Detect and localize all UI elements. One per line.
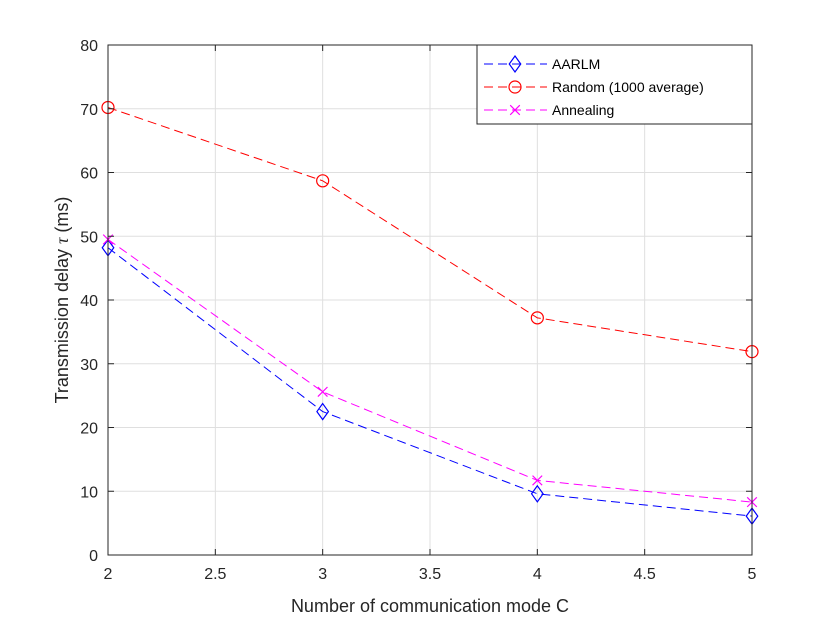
legend-box xyxy=(476,44,753,125)
diamond-marker xyxy=(530,484,544,503)
y-tick-label: 60 xyxy=(80,166,98,183)
y-tick-label: 80 xyxy=(80,38,98,55)
circle-marker xyxy=(316,174,330,188)
y-tick-label: 20 xyxy=(80,421,98,438)
legend-entry: Annealing xyxy=(484,102,614,118)
diamond-marker xyxy=(316,402,330,421)
circle-marker xyxy=(530,311,544,325)
y-tick-label: 50 xyxy=(80,229,98,246)
x-axis-title: Number of communication mode C xyxy=(291,596,569,616)
x-tick-label: 4 xyxy=(533,566,542,583)
x-tick-label: 5 xyxy=(748,566,757,583)
x-tick-label: 2 xyxy=(104,566,113,583)
x-tick-label: 4.5 xyxy=(634,566,656,583)
y-axis-title-prefix: Transmission delay xyxy=(52,244,72,403)
series-annealing xyxy=(102,234,758,508)
series-line xyxy=(107,107,753,353)
x-marker xyxy=(509,104,521,116)
x-marker xyxy=(317,386,328,398)
legend-entry: Random (1000 average) xyxy=(484,79,704,95)
circle-marker xyxy=(508,80,522,94)
y-tick-label: 70 xyxy=(80,102,98,119)
y-tick-label: 10 xyxy=(80,484,98,501)
diamond-marker xyxy=(508,54,522,74)
y-tick-label: 30 xyxy=(80,357,98,374)
y-axis-title-symbol: τ xyxy=(52,237,72,244)
y-tick-label: 40 xyxy=(80,293,98,310)
legend-label: Annealing xyxy=(552,102,614,118)
series-layer xyxy=(101,100,759,526)
legend-label: AARLM xyxy=(552,56,600,72)
x-tick-label: 3.5 xyxy=(419,566,441,583)
x-tick-label: 3 xyxy=(318,566,327,583)
series-line xyxy=(107,239,753,503)
y-tick-label: 0 xyxy=(89,548,98,565)
legend-label: Random (1000 average) xyxy=(552,79,704,95)
y-axis-title: Transmission delay τ (ms) xyxy=(52,197,72,404)
series-line xyxy=(107,247,753,517)
legend: AARLM Random (1000 average) Annealing xyxy=(476,44,753,125)
legend-entry: AARLM xyxy=(484,54,600,74)
y-axis-title-suffix: (ms) xyxy=(52,197,72,238)
x-tick-label: 2.5 xyxy=(204,566,226,583)
x-marker xyxy=(532,475,543,486)
